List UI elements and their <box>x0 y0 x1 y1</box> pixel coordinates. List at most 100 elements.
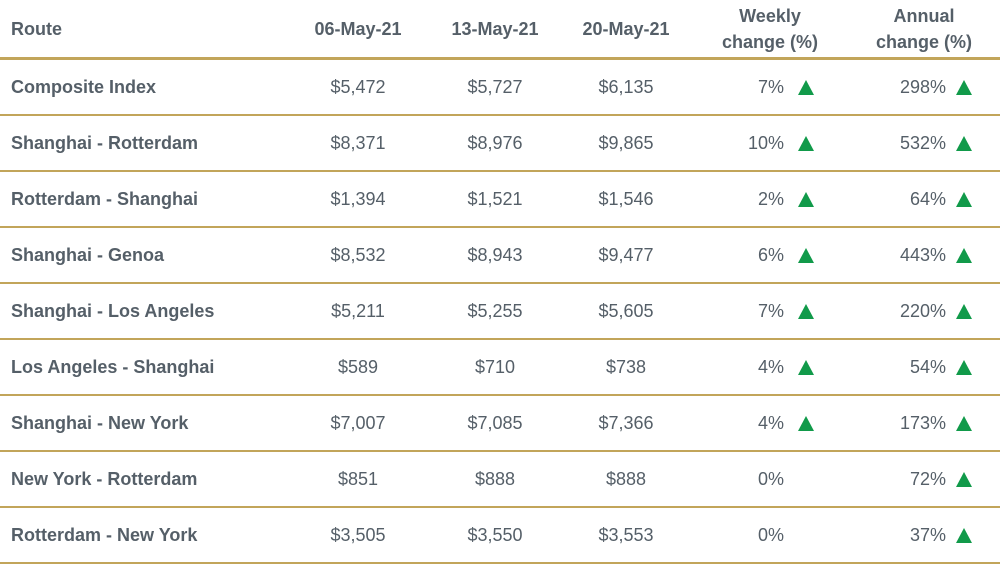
row-value-date-2: $3,550 <box>467 524 523 545</box>
triangle-up-icon <box>956 79 972 95</box>
row-value-date-1: $8,532 <box>330 244 386 265</box>
header-date-1: 06-May-21 <box>314 18 402 39</box>
header-weekly-line2: change (%) <box>721 31 818 52</box>
row-annual-change: 298% <box>899 76 946 97</box>
row-value-date-2: $888 <box>474 468 516 489</box>
table-row: Shanghai - Genoa $8,532 $8,943 $9,477 6% 443% <box>0 228 1000 284</box>
row-route-label: Shanghai - New York <box>11 412 189 433</box>
row-annual-change: 532% <box>899 132 946 153</box>
row-weekly-change: 10% <box>747 132 784 153</box>
weekly-up-arrow-cell <box>793 284 819 338</box>
table-row: Composite Index $5,472 $5,727 $6,135 7% 298% <box>0 60 1000 116</box>
triangle-up-icon <box>798 303 814 319</box>
row-weekly-change: 7% <box>757 76 784 97</box>
header-weekly-change: Weekly change (%) <box>720 0 820 57</box>
header-annual-line2: change (%) <box>875 31 972 52</box>
row-weekly-change: 6% <box>757 244 784 265</box>
header-date-3: 20-May-21 <box>582 18 670 39</box>
row-value-date-2: $8,943 <box>467 244 523 265</box>
row-value-date-1: $7,007 <box>330 412 386 433</box>
annual-up-arrow-cell <box>951 284 977 338</box>
table-row: Shanghai - Rotterdam $8,371 $8,976 $9,865 10… <box>0 116 1000 172</box>
row-annual-change: 220% <box>899 300 946 321</box>
row-annual-change: 54% <box>909 356 946 377</box>
triangle-up-icon <box>798 79 814 95</box>
triangle-up-icon <box>956 471 972 487</box>
triangle-up-icon <box>956 359 972 375</box>
row-value-date-2: $5,727 <box>467 76 523 97</box>
triangle-up-icon <box>956 191 972 207</box>
table-row: Rotterdam - New York $3,505 $3,550 $3,553 0%… <box>0 508 1000 564</box>
triangle-up-icon <box>956 303 972 319</box>
row-value-date-3: $9,865 <box>598 132 654 153</box>
row-annual-change: 64% <box>909 188 946 209</box>
weekly-up-arrow-cell <box>793 340 819 394</box>
triangle-up-icon <box>798 191 814 207</box>
weekly-up-arrow-cell <box>793 508 819 562</box>
row-value-date-1: $851 <box>337 468 379 489</box>
row-value-date-1: $1,394 <box>330 188 386 209</box>
row-weekly-change: 0% <box>757 524 784 545</box>
triangle-up-icon <box>956 415 972 431</box>
row-value-date-3: $7,366 <box>598 412 654 433</box>
row-value-date-2: $7,085 <box>467 412 523 433</box>
header-annual-line1: Annual <box>893 5 955 26</box>
table-row: Rotterdam - Shanghai $1,394 $1,521 $1,546 2%… <box>0 172 1000 228</box>
row-annual-change: 37% <box>909 524 946 545</box>
table-row: New York - Rotterdam $851 $888 $888 0% 72% <box>0 452 1000 508</box>
weekly-up-arrow-cell <box>793 116 819 170</box>
row-value-date-3: $6,135 <box>598 76 654 97</box>
annual-up-arrow-cell <box>951 228 977 282</box>
row-value-date-2: $1,521 <box>467 188 523 209</box>
annual-up-arrow-cell <box>951 452 977 506</box>
row-value-date-3: $888 <box>605 468 647 489</box>
row-weekly-change: 0% <box>757 468 784 489</box>
annual-up-arrow-cell <box>951 340 977 394</box>
row-value-date-1: $5,211 <box>331 300 385 321</box>
row-annual-change: 72% <box>909 468 946 489</box>
row-weekly-change: 2% <box>757 188 784 209</box>
annual-up-arrow-cell <box>951 116 977 170</box>
triangle-up-icon <box>956 135 972 151</box>
header-weekly-line1: Weekly <box>739 5 801 26</box>
row-route-label: New York - Rotterdam <box>11 468 198 489</box>
row-value-date-2: $710 <box>474 356 516 377</box>
header-annual-change: Annual change (%) <box>872 0 976 57</box>
row-value-date-3: $1,546 <box>598 188 654 209</box>
row-value-date-3: $9,477 <box>598 244 654 265</box>
row-value-date-1: $589 <box>337 356 379 377</box>
annual-up-arrow-cell <box>951 172 977 226</box>
row-value-date-2: $8,976 <box>467 132 523 153</box>
row-annual-change: 443% <box>899 244 946 265</box>
row-value-date-3: $3,553 <box>598 524 654 545</box>
triangle-up-icon <box>956 247 972 263</box>
row-route-label: Shanghai - Rotterdam <box>11 132 199 153</box>
table-row: Shanghai - New York $7,007 $7,085 $7,366 4% 1… <box>0 396 1000 452</box>
row-value-date-3: $5,605 <box>598 300 654 321</box>
row-route-label: Rotterdam - New York <box>11 524 198 545</box>
weekly-up-arrow-cell <box>793 60 819 114</box>
triangle-up-icon <box>798 247 814 263</box>
triangle-up-icon <box>798 415 814 431</box>
row-value-date-1: $3,505 <box>330 524 386 545</box>
row-route-label: Composite Index <box>11 76 157 97</box>
row-annual-change: 173% <box>899 412 946 433</box>
row-value-date-1: $5,472 <box>330 76 386 97</box>
row-value-date-2: $5,255 <box>467 300 523 321</box>
annual-up-arrow-cell <box>951 508 977 562</box>
row-route-label: Rotterdam - Shanghai <box>11 188 199 209</box>
row-route-label: Shanghai - Los Angeles <box>11 300 215 321</box>
row-value-date-3: $738 <box>605 356 647 377</box>
table-header-row: Route 06-May-21 13-May-21 20-May-21 Week… <box>0 0 1000 60</box>
weekly-up-arrow-cell <box>793 452 819 506</box>
row-route-label: Shanghai - Genoa <box>11 244 165 265</box>
triangle-up-icon <box>956 527 972 543</box>
table-row: Los Angeles - Shanghai $589 $710 $738 4% 54% <box>0 340 1000 396</box>
row-weekly-change: 7% <box>757 300 784 321</box>
weekly-up-arrow-cell <box>793 228 819 282</box>
header-date-2: 13-May-21 <box>451 18 539 39</box>
table-row: Shanghai - Los Angeles $5,211 $5,255 $5,605… <box>0 284 1000 340</box>
row-value-date-1: $8,371 <box>330 132 386 153</box>
weekly-up-arrow-cell <box>793 172 819 226</box>
annual-up-arrow-cell <box>951 396 977 450</box>
